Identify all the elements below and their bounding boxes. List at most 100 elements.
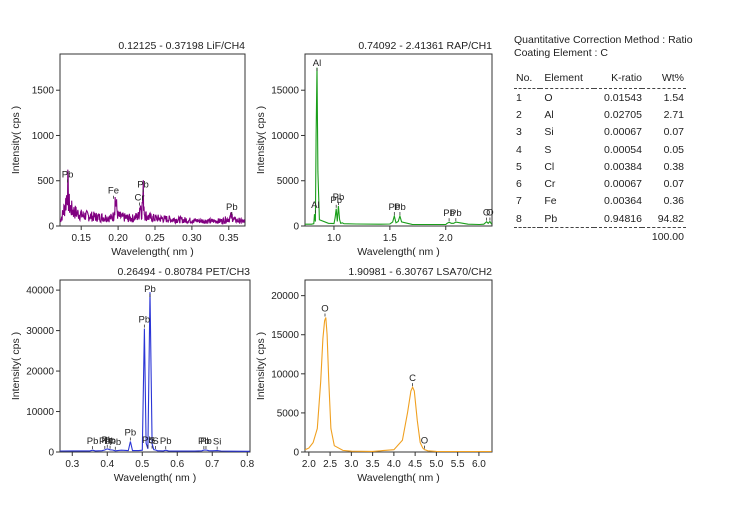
spectrum-chart-3: 0.26494 - 0.80784 PET/CH3 0.3 0.4 0.5 0.6 0.7… bbox=[10, 266, 255, 484]
chart-title: 0.26494 - 0.80784 PET/CH3 bbox=[117, 266, 250, 278]
row-element: Cl bbox=[544, 160, 555, 173]
peak-label: S bbox=[149, 436, 155, 447]
peak-label: Pb bbox=[144, 284, 156, 295]
peak-label: Pb bbox=[137, 179, 149, 190]
x-tick-label: 1.5 bbox=[383, 233, 397, 244]
row-wt-percent: 0.05 bbox=[663, 143, 684, 156]
row-no: 7 bbox=[516, 195, 522, 208]
y-tick-label: 0 bbox=[293, 448, 299, 459]
peak-label: Pb bbox=[104, 436, 116, 447]
peak-label: Cr bbox=[134, 193, 144, 204]
peak-label: Pb bbox=[389, 202, 401, 213]
coating-element-label: Coating Element : C bbox=[514, 47, 608, 59]
peak-label: Al bbox=[311, 200, 319, 211]
row-element: Pb bbox=[540, 210, 595, 229]
y-tick-label: 20000 bbox=[271, 291, 299, 302]
y-tick-label: 500 bbox=[37, 176, 54, 187]
plot-frame bbox=[59, 53, 246, 227]
x-axis-label: Wavelength( nm ) bbox=[357, 472, 439, 484]
spectrum-line bbox=[60, 169, 245, 226]
row-wt-percent: 0.07 bbox=[663, 178, 684, 191]
chart-title: 1.90981 - 6.30767 LSA70/CH2 bbox=[348, 266, 492, 278]
spectrum-chart-4: 1.90981 - 6.30767 LSA70/CH2 2.0 2.5 3.0 3.5 4… bbox=[255, 266, 493, 484]
row-wt-percent: 2.71 bbox=[663, 108, 684, 121]
row-no: 3 bbox=[516, 126, 522, 139]
row-k-ratio: 0.00054 bbox=[604, 143, 642, 156]
peak-label: Pb bbox=[139, 315, 151, 326]
x-tick-label: 6.0 bbox=[472, 459, 486, 470]
table-total-row: 100.00 bbox=[514, 228, 686, 246]
y-tick-label: 40000 bbox=[26, 286, 54, 297]
column-header-element: Element bbox=[540, 68, 595, 89]
peak-label: S bbox=[152, 436, 158, 447]
x-tick-label: 0.20 bbox=[108, 233, 128, 244]
peak-label: Pb bbox=[226, 202, 238, 213]
peak-label: O bbox=[421, 436, 428, 447]
row-element: Fe bbox=[544, 195, 557, 208]
peak-label: Pb bbox=[333, 192, 345, 203]
y-tick-label: 15000 bbox=[271, 86, 299, 97]
results-table-body: 1 O 0.01543 1.54 2 Al 0.02705 2.71 3 Si 0.00067 0.0… bbox=[514, 89, 686, 229]
plot-frame bbox=[59, 279, 251, 453]
y-axis-label: Intensity( cps ) bbox=[255, 106, 267, 174]
table-row: 4 S 0.00054 0.05 bbox=[514, 141, 686, 158]
table-row: 6 Cr 0.00067 0.07 bbox=[514, 175, 686, 192]
peak-label: Fe bbox=[108, 186, 119, 197]
y-axis-label: Intensity( cps ) bbox=[10, 106, 22, 174]
peak-label: O bbox=[483, 208, 490, 219]
y-axis-label: Intensity( cps ) bbox=[10, 332, 22, 400]
x-tick-label: 5.5 bbox=[451, 459, 465, 470]
x-tick-label: 0.5 bbox=[135, 459, 149, 470]
peak-label: Pb bbox=[125, 427, 137, 438]
row-element: Cr bbox=[544, 178, 556, 191]
x-tick-label: 0.4 bbox=[100, 459, 114, 470]
x-tick-label: 2.5 bbox=[323, 459, 337, 470]
peak-label: Si bbox=[213, 437, 221, 448]
row-k-ratio: 0.00067 bbox=[604, 178, 642, 191]
quantitative-results-panel: Quantitative Correction Method : Ratio C… bbox=[514, 34, 694, 245]
table-row: 3 Si 0.00067 0.07 bbox=[514, 124, 686, 141]
peak-label: Pb bbox=[450, 208, 462, 219]
row-k-ratio: 0.94816 bbox=[594, 210, 642, 229]
y-tick-label: 5000 bbox=[277, 176, 300, 187]
row-no: 8 bbox=[514, 210, 541, 229]
column-header-k-ratio: K-ratio bbox=[594, 68, 642, 89]
table-header-row: No. Element K-ratio Wt% bbox=[514, 68, 686, 89]
peak-label: Pb bbox=[62, 169, 74, 180]
row-no: 4 bbox=[516, 143, 522, 156]
row-wt-percent: 0.07 bbox=[663, 126, 684, 139]
peak-label: Pb bbox=[443, 208, 455, 219]
y-tick-label: 10000 bbox=[271, 369, 299, 380]
x-tick-label: 0.7 bbox=[205, 459, 219, 470]
spectrum-line bbox=[60, 292, 250, 452]
table-row: 1 O 0.01543 1.54 bbox=[514, 89, 686, 107]
table-row: 7 Fe 0.00364 0.36 bbox=[514, 193, 686, 210]
row-k-ratio: 0.00364 bbox=[604, 195, 642, 208]
wt-percent-total: 100.00 bbox=[651, 230, 684, 243]
plot-frame bbox=[304, 279, 493, 453]
y-tick-label: 0 bbox=[293, 222, 299, 233]
row-no: 6 bbox=[516, 178, 522, 191]
peak-label: Pb bbox=[99, 436, 111, 447]
y-tick-label: 10000 bbox=[26, 407, 54, 418]
row-k-ratio: 0.00384 bbox=[604, 160, 642, 173]
spectrum-chart-1: 0.12125 - 0.37198 LiF/CH4 0.15 0.20 0.25 0.3… bbox=[10, 40, 246, 258]
row-wt-percent: 1.54 bbox=[663, 91, 684, 104]
peak-label: Pb bbox=[200, 436, 212, 447]
peak-label: Pb bbox=[101, 435, 113, 446]
column-header-no: No. bbox=[514, 68, 541, 89]
correction-method-label: Quantitative Correction Method : Ratio bbox=[514, 34, 693, 46]
row-k-ratio: 0.01543 bbox=[604, 91, 642, 104]
peak-label: Al bbox=[313, 58, 321, 69]
x-axis-label: Wavelength( nm ) bbox=[114, 472, 196, 484]
y-tick-label: 30000 bbox=[26, 326, 54, 337]
row-k-ratio: 0.02705 bbox=[604, 108, 642, 121]
x-tick-label: 1.0 bbox=[327, 233, 341, 244]
row-wt-percent: 94.82 bbox=[642, 210, 686, 229]
x-tick-label: 4.0 bbox=[387, 459, 401, 470]
row-element: S bbox=[544, 143, 552, 156]
x-tick-label: 0.25 bbox=[145, 233, 165, 244]
spectrum-line bbox=[305, 317, 492, 452]
x-tick-label: 0.30 bbox=[182, 233, 202, 244]
